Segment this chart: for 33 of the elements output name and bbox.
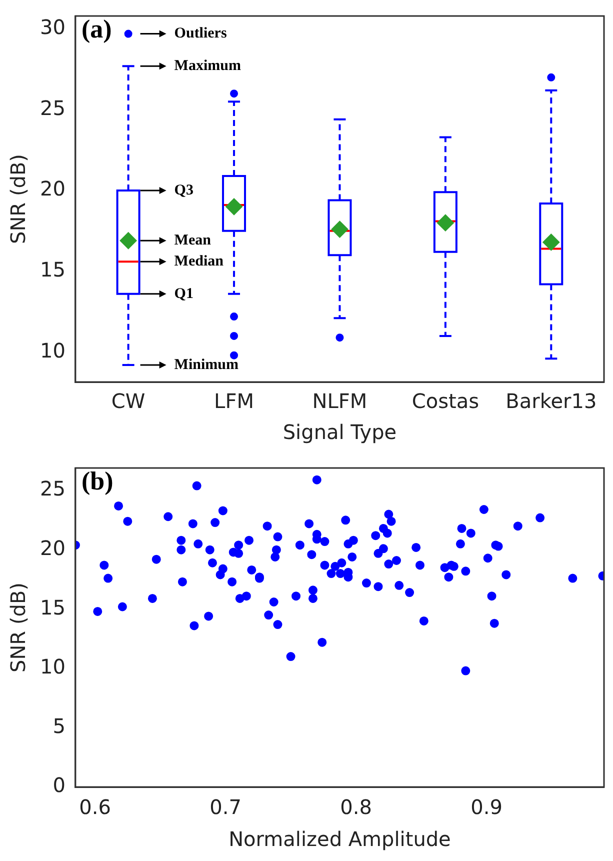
x-tick-label: CW bbox=[111, 389, 146, 414]
y-axis-title: SNR (dB) bbox=[6, 154, 30, 244]
annotation: Minimum bbox=[174, 356, 239, 373]
annotation: Median bbox=[174, 253, 224, 270]
x-tick-label: LFM bbox=[214, 389, 254, 414]
y-tick-label: 5 bbox=[52, 714, 66, 738]
y-tick-label: 20 bbox=[40, 536, 66, 560]
y-axis-title: SNR (dB) bbox=[6, 582, 30, 672]
x-tick-label: 0.9 bbox=[470, 795, 502, 820]
y-tick-label: 20 bbox=[40, 176, 66, 201]
x-tick-label: 0.6 bbox=[79, 795, 111, 820]
x-tick-label: 0.8 bbox=[340, 795, 372, 820]
x-axis-title: Normalized Amplitude bbox=[228, 827, 451, 852]
y-tick-label: 30 bbox=[40, 15, 66, 40]
annotation: (b) bbox=[81, 466, 114, 496]
y-tick-label: 10 bbox=[40, 654, 66, 679]
y-tick-label: 10 bbox=[40, 338, 66, 362]
annotation: Maximum bbox=[174, 58, 242, 74]
x-axis-title: Signal Type bbox=[282, 420, 397, 444]
y-tick-label: 25 bbox=[40, 96, 66, 120]
x-tick-label: Barker13 bbox=[506, 389, 597, 414]
x-tick-label: 0.7 bbox=[210, 795, 242, 820]
y-tick-label: 15 bbox=[40, 258, 66, 282]
y-tick-label: 15 bbox=[40, 595, 66, 620]
annotation: Q1 bbox=[174, 286, 194, 302]
y-tick-label: 25 bbox=[40, 476, 66, 501]
annotation: Outliers bbox=[174, 26, 227, 42]
annotation: (a) bbox=[81, 14, 112, 44]
annotation: Q3 bbox=[174, 182, 194, 198]
x-tick-label: Costas bbox=[412, 389, 480, 414]
x-tick-label: NLFM bbox=[312, 389, 368, 414]
y-tick-label: 0 bbox=[52, 773, 66, 798]
annotation: Mean bbox=[174, 232, 212, 248]
